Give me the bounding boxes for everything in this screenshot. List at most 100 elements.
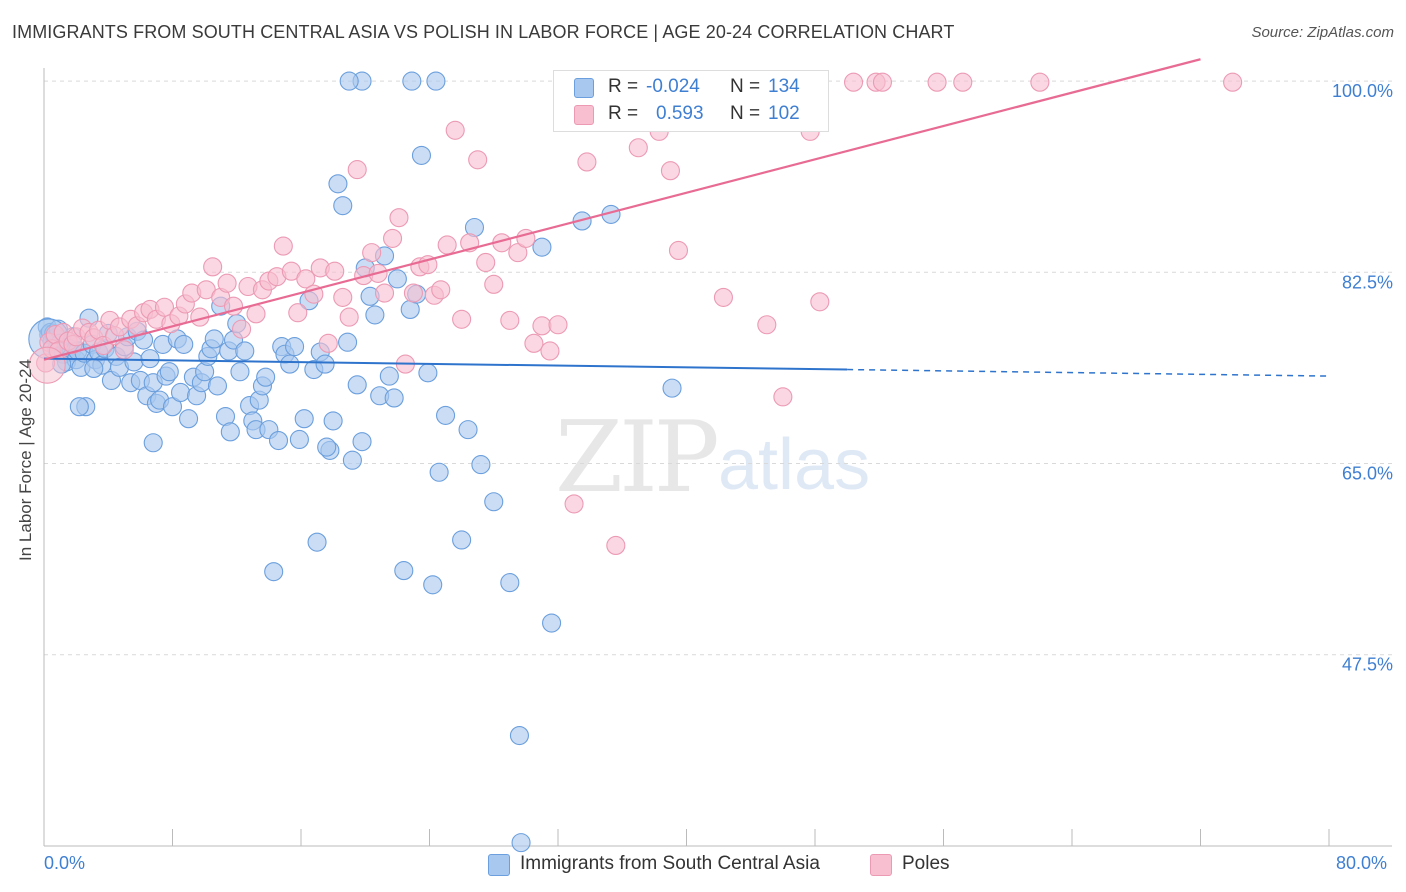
immigrants-point	[484, 492, 504, 512]
poles-point	[628, 138, 648, 158]
poles-point	[484, 274, 504, 294]
immigrants-point	[317, 437, 337, 457]
poles-point	[383, 228, 403, 248]
poles-point	[660, 161, 680, 181]
poles-point	[403, 283, 423, 303]
immigrants-point	[509, 726, 530, 746]
poles-point	[872, 72, 893, 92]
immigrants-point	[333, 196, 353, 216]
watermark-zip: ZIP	[555, 401, 717, 515]
immigrants-point	[347, 375, 367, 395]
immigrants-point	[458, 420, 478, 440]
correlation-legend: R = -0.024 N = 134 R = 0.593 N = 102	[553, 70, 829, 132]
legend-n-value: 134	[768, 76, 800, 97]
axes	[43, 68, 1392, 847]
immigrants-point	[315, 354, 335, 374]
immigrants-point	[342, 450, 362, 470]
poles-point	[468, 150, 488, 170]
poles-point	[508, 243, 528, 263]
poles-point	[927, 72, 947, 92]
poles-point	[577, 152, 597, 172]
legend-r-label: R =	[608, 76, 639, 97]
poles-point	[1223, 72, 1243, 92]
immigrants-point	[204, 329, 224, 349]
immigrants-point	[423, 575, 443, 595]
immigrants-point	[387, 269, 407, 289]
poles-point	[564, 494, 584, 514]
immigrants-point	[402, 71, 422, 91]
legend-swatch-blue	[488, 854, 510, 876]
immigrants-point	[452, 530, 472, 550]
immigrants-point	[532, 237, 552, 257]
immigrants-point	[426, 71, 446, 91]
immigrants-point	[339, 71, 359, 91]
poles-point	[431, 280, 451, 300]
poles-point	[333, 287, 353, 307]
y-tick-label: 65.0%	[1342, 464, 1393, 484]
poles-point	[347, 160, 367, 180]
immigrants-point	[500, 573, 520, 593]
source-label: Source: ZipAtlas.com	[1251, 24, 1394, 41]
poles-point	[476, 252, 496, 273]
immigrants-point	[542, 613, 562, 633]
y-axis-label: In Labor Force | Age 20-24	[16, 359, 35, 561]
immigrants-point	[429, 462, 449, 482]
immigrants-point	[280, 354, 300, 374]
immigrants-point	[179, 409, 199, 429]
poles-point	[389, 208, 409, 228]
immigrants-point	[174, 334, 194, 354]
immigrants-point	[294, 409, 314, 429]
x-tick-label-min: 0.0%	[44, 853, 86, 873]
immigrants-point	[662, 378, 682, 398]
immigrants-point	[436, 405, 456, 425]
immigrants-trend-line	[43, 357, 848, 371]
poles-point	[288, 303, 308, 323]
immigrants-point	[230, 362, 250, 382]
immigrants-point	[235, 341, 255, 361]
poles-point	[232, 319, 252, 339]
legend-swatch-pink	[574, 105, 594, 125]
immigrants-point	[338, 332, 358, 352]
poles-point	[318, 333, 338, 353]
immigrants-point	[384, 388, 404, 408]
watermark-atlas: atlas	[718, 425, 870, 505]
poles-point	[445, 120, 465, 140]
poles-point	[843, 72, 864, 92]
immigrants-point	[268, 431, 289, 451]
poles-point	[532, 316, 552, 336]
legend-n-label: N =	[730, 76, 761, 97]
legend-label-poles: Poles	[902, 853, 950, 874]
poles-point	[773, 387, 793, 407]
immigrants-point	[264, 562, 284, 582]
immigrants-point	[511, 833, 531, 853]
poles-point	[713, 287, 733, 307]
y-tick-label: 82.5%	[1342, 272, 1393, 292]
legend-label-immigrants: Immigrants from South Central Asia	[520, 853, 820, 874]
trend-lines	[43, 58, 1330, 377]
poles-point	[500, 310, 520, 330]
y-tick-labels: 47.5% 65.0% 82.5% 100.0%	[1332, 81, 1393, 675]
legend-swatch-blue	[574, 78, 594, 98]
poles-point	[362, 243, 382, 263]
immigrants-point	[207, 376, 228, 396]
immigrants-point	[220, 422, 240, 442]
poles-point	[325, 261, 345, 281]
poles-point	[452, 309, 472, 329]
poles-point	[114, 340, 134, 360]
poles-point	[953, 72, 973, 92]
poles-trend-line	[43, 58, 1201, 361]
poles-point	[606, 535, 626, 555]
y-tick-label: 47.5%	[1342, 655, 1393, 675]
legend-swatch-pink	[870, 854, 892, 876]
immigrants-point	[159, 362, 179, 382]
poles-point	[1030, 72, 1050, 92]
immigrants-point	[289, 429, 309, 450]
immigrants-point	[471, 455, 491, 475]
poles-point	[203, 257, 223, 277]
immigrants-point	[162, 397, 183, 417]
poles-point	[757, 315, 777, 335]
immigrants-trend-extension	[847, 368, 1330, 377]
poles-point	[217, 273, 237, 293]
immigrants-point	[352, 432, 372, 452]
poles-point	[540, 341, 560, 361]
